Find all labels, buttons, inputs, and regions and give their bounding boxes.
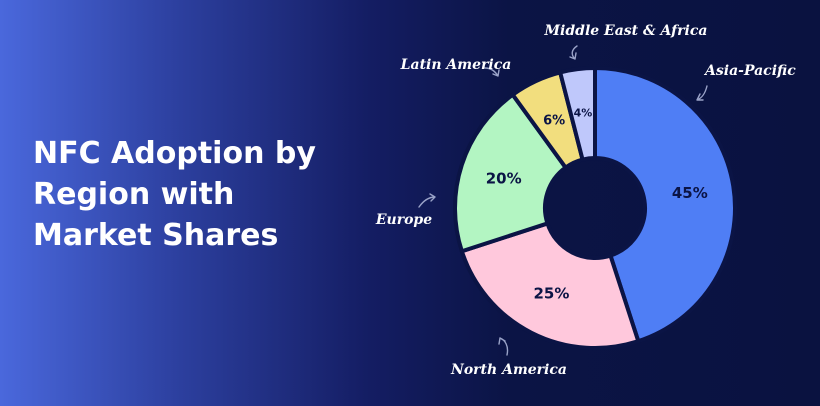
arrow-middle-east-and-africa <box>569 45 578 60</box>
category-label-middle-east-and-africa: Middle East & Africa <box>544 23 708 39</box>
arrow-asia-pacific <box>696 85 708 101</box>
arrow-europe <box>418 193 436 208</box>
arrow-north-america <box>498 337 509 356</box>
slice-middle-east-and-africa <box>558 66 597 162</box>
category-label-asia-pacific: Asia-Pacific <box>703 63 796 79</box>
slice-north-america <box>459 221 641 350</box>
value-label-middle-east-and-africa: 4% <box>574 106 593 119</box>
category-label-latin-america: Latin America <box>400 57 512 73</box>
category-label-europe: Europe <box>375 212 432 228</box>
slice-europe <box>453 92 568 254</box>
slice-asia-pacific <box>593 66 737 344</box>
category-label-north-america: North America <box>450 362 567 378</box>
value-label-europe: 20% <box>486 169 522 187</box>
value-label-asia-pacific: 45% <box>672 184 708 202</box>
chart-title: NFC Adoption by Region with Market Share… <box>33 136 316 253</box>
value-label-north-america: 25% <box>533 285 569 303</box>
arrow-latin-america <box>484 67 500 77</box>
value-label-latin-america: 6% <box>543 114 565 129</box>
